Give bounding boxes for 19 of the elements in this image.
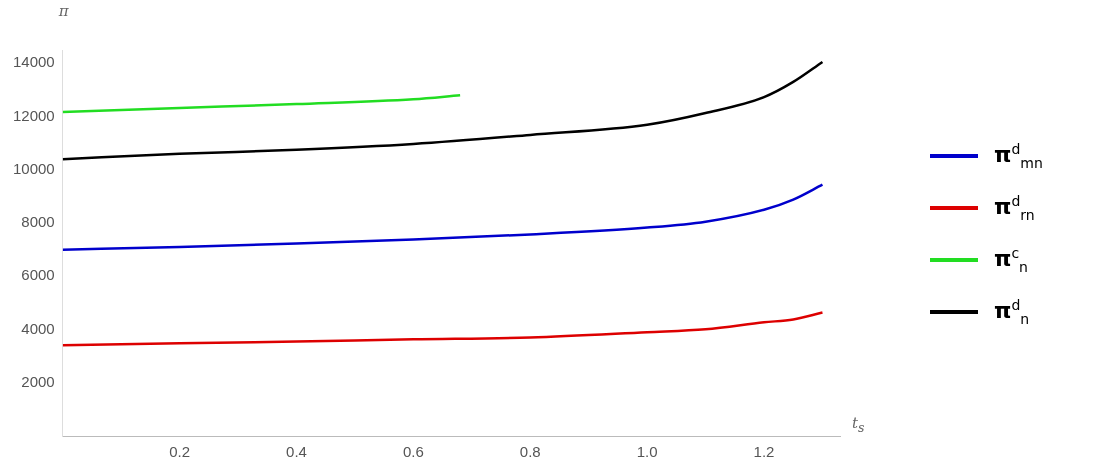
- x-tick-label: 0.4: [286, 443, 307, 461]
- x-tick-label: 0.2: [169, 443, 191, 461]
- y-axis-title: π: [58, 2, 69, 20]
- y-tick-label: 10000: [12, 159, 55, 177]
- y-tick-label: 14000: [12, 53, 55, 71]
- line-series: [62, 94, 462, 114]
- line-series: [62, 183, 824, 251]
- x-tick-label: 1.0: [636, 443, 658, 461]
- x-tick-label: 1.2: [753, 443, 775, 461]
- x-tick-label: 0.8: [519, 443, 541, 461]
- y-tick-label: 2000: [21, 372, 55, 390]
- x-tick-label: 0.6: [402, 443, 424, 461]
- y-tick-label: 8000: [21, 213, 55, 231]
- x-axis-title: t$_{s}$: [852, 414, 865, 435]
- line-series: [62, 311, 824, 347]
- line-series: [62, 60, 824, 161]
- y-tick-label: 12000: [12, 106, 55, 124]
- y-tick-label: 6000: [21, 266, 55, 284]
- y-tick-label: 4000: [21, 319, 55, 337]
